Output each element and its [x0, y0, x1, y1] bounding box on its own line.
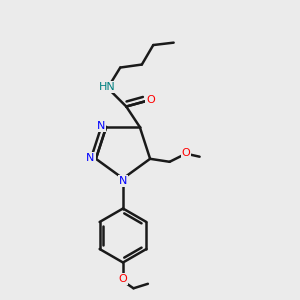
Text: HN: HN [98, 82, 115, 92]
Text: N: N [119, 176, 127, 186]
Text: O: O [182, 148, 190, 158]
Text: N: N [86, 153, 95, 163]
Text: N: N [97, 121, 105, 131]
Text: O: O [118, 274, 127, 284]
Text: O: O [146, 95, 154, 105]
